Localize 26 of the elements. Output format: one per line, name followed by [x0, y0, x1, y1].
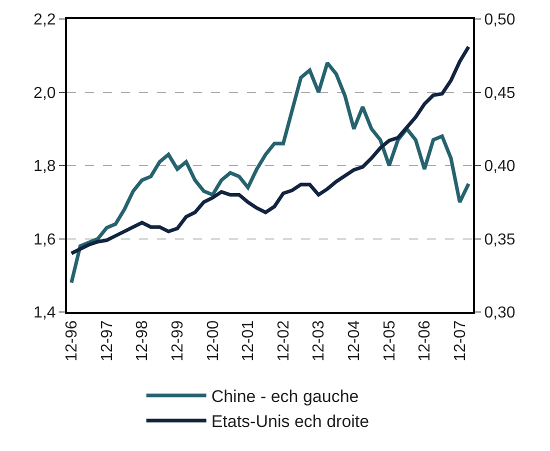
line-series	[70, 61, 470, 284]
x-tick-label: 12-05	[381, 320, 398, 362]
x-tick-label: 12-03	[310, 320, 328, 362]
x-tick-label: 12-97	[98, 320, 116, 362]
y-tick-label: 1,8	[34, 158, 56, 176]
y2-tick-label: 0,30	[484, 304, 516, 322]
y-tick-label: 2,2	[34, 12, 56, 29]
y-tick-label: 2,0	[34, 84, 56, 102]
y2-tick-label: 0,40	[484, 158, 516, 176]
line-series	[70, 45, 470, 256]
x-tick-label: 12-99	[170, 320, 187, 362]
y2-tick-label: 0,45	[484, 84, 516, 102]
x-tick-label: 12-98	[134, 320, 152, 362]
y2-tick-label: 0,50	[484, 12, 516, 29]
x-tick-label: 12-96	[64, 320, 81, 362]
legend-label: Chine - ech gauche	[211, 387, 359, 406]
x-tick-label: 12-06	[416, 320, 434, 362]
y-tick-label: 1,6	[34, 231, 56, 248]
x-tick-label: 12-07	[452, 320, 469, 362]
legend-label: Etats-Unis ech droite	[211, 412, 370, 432]
x-tick-label: 12-04	[346, 320, 364, 362]
y-tick-label: 1,4	[34, 304, 56, 322]
x-tick-label: 12-01	[240, 320, 258, 362]
x-tick-label: 12-02	[275, 320, 292, 362]
x-tick-label: 12-00	[204, 320, 222, 362]
y2-tick-label: 0,35	[484, 231, 516, 248]
